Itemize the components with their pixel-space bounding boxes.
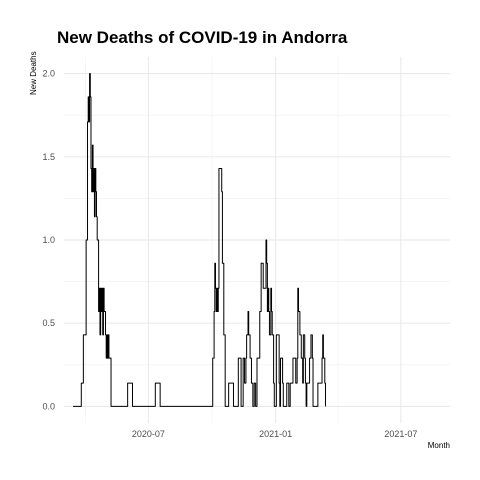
y-tick-label-2: 1.0 <box>42 235 55 245</box>
axis-layer: 0.0 0.5 1.0 1.5 2.0 2020-07 2021-01 2021-07 <box>42 69 417 439</box>
y-tick-label-4: 2.0 <box>42 69 55 79</box>
chart-title: New Deaths of COVID-19 in Andorra <box>57 28 348 47</box>
x-tick-label-2: 2021-07 <box>384 429 417 439</box>
x-tick-label-0: 2020-07 <box>132 429 165 439</box>
grid-layer <box>64 57 450 423</box>
x-axis-label: Month <box>428 441 450 450</box>
y-tick-label-0: 0.0 <box>42 401 55 411</box>
x-tick-label-1: 2021-01 <box>259 429 292 439</box>
series-layer <box>72 73 326 407</box>
y-tick-label-1: 0.5 <box>42 318 55 328</box>
series-line-0 <box>72 73 326 407</box>
y-tick-label-3: 1.5 <box>42 152 55 162</box>
y-axis-label: New Deaths <box>29 51 38 95</box>
